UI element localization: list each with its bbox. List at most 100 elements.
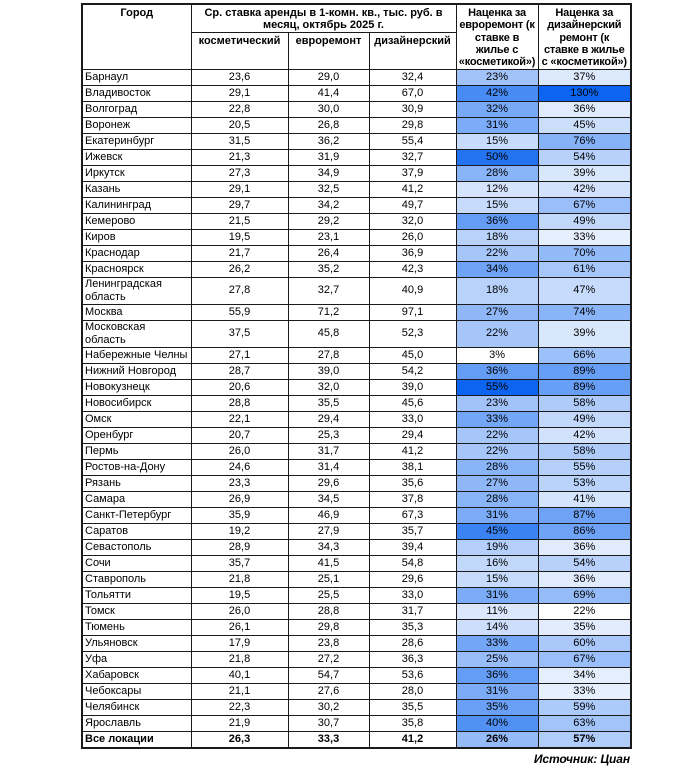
city-cell: Киров: [81, 228, 192, 246]
markup-design-cell: 130%: [537, 84, 632, 102]
rate-design-cell: 28,0: [368, 682, 457, 700]
rent-rates-table: Город Ср. ставка аренды в 1-комн. кв., т…: [81, 3, 633, 749]
rate-design-cell: 67,0: [368, 84, 457, 102]
city-cell: Красноярск: [81, 260, 192, 278]
rate-euro-cell: 41,5: [287, 554, 370, 572]
city-cell: Барнаул: [81, 68, 192, 86]
rate-cosmetic-cell: 29,1: [190, 180, 289, 198]
markup-design-cell: 55%: [537, 458, 632, 476]
city-cell: Ульяновск: [81, 634, 192, 652]
city-cell: Екатеринбург: [81, 132, 192, 150]
rate-design-cell: 37,8: [368, 490, 457, 508]
rate-design-cell: 54,2: [368, 362, 457, 380]
rate-euro-cell: 41,4: [287, 84, 370, 102]
markup-euro-cell: 15%: [455, 196, 539, 214]
rate-design-cell: 28,6: [368, 634, 457, 652]
city-cell: Владивосток: [81, 84, 192, 102]
rate-design-cell: 39,0: [368, 378, 457, 396]
markup-euro-cell: 35%: [455, 698, 539, 716]
markup-euro-cell: 45%: [455, 522, 539, 540]
rate-euro-cell: 27,2: [287, 650, 370, 668]
table-row: Омск 22,1 29,4 33,0 33% 49%: [81, 410, 632, 428]
table-row: Красноярск 26,2 35,2 42,3 34% 61%: [81, 260, 632, 278]
markup-design-cell: 49%: [537, 212, 632, 230]
city-cell: Московская область: [81, 319, 192, 348]
rate-cosmetic-cell: 26,3: [190, 730, 289, 749]
rate-design-cell: 42,3: [368, 260, 457, 278]
table-row: Волгоград 22,8 30,0 30,9 32% 36%: [81, 100, 632, 118]
markup-design-cell: 22%: [537, 602, 632, 620]
rate-euro-cell: 34,2: [287, 196, 370, 214]
rate-cosmetic-cell: 20,5: [190, 116, 289, 134]
rate-cosmetic-cell: 26,0: [190, 602, 289, 620]
rate-design-cell: 41,2: [368, 442, 457, 460]
markup-euro-cell: 18%: [455, 228, 539, 246]
rate-design-cell: 30,9: [368, 100, 457, 118]
rate-euro-cell: 32,7: [287, 276, 370, 305]
table-row: Сочи 35,7 41,5 54,8 16% 54%: [81, 554, 632, 572]
markup-euro-cell: 33%: [455, 410, 539, 428]
rate-euro-cell: 29,8: [287, 618, 370, 636]
markup-euro-cell: 36%: [455, 362, 539, 380]
rate-cosmetic-cell: 21,8: [190, 570, 289, 588]
city-cell: Тюмень: [81, 618, 192, 636]
rate-design-cell: 32,0: [368, 212, 457, 230]
markup-design-cell: 89%: [537, 362, 632, 380]
rate-design-cell: 67,3: [368, 506, 457, 524]
rate-design-cell: 39,4: [368, 538, 457, 556]
rate-design-cell: 36,9: [368, 244, 457, 262]
markup-euro-cell: 26%: [455, 730, 539, 749]
markup-euro-cell: 15%: [455, 570, 539, 588]
rate-cosmetic-cell: 22,1: [190, 410, 289, 428]
rate-cosmetic-cell: 21,8: [190, 650, 289, 668]
table-row: Казань 29,1 32,5 41,2 12% 42%: [81, 180, 632, 198]
markup-euro-cell: 22%: [455, 442, 539, 460]
header-subcol-design: дизайнерский: [368, 31, 457, 70]
table-row: Ростов-на-Дону 24,6 31,4 38,1 28% 55%: [81, 458, 632, 476]
rate-design-cell: 32,4: [368, 68, 457, 86]
markup-design-cell: 33%: [537, 228, 632, 246]
markup-euro-cell: 23%: [455, 394, 539, 412]
markup-design-cell: 37%: [537, 68, 632, 86]
table-row: Новокузнецк 20,6 32,0 39,0 55% 89%: [81, 378, 632, 396]
table-row: Барнаул 23,6 29,0 32,4 23% 37%: [81, 68, 632, 86]
rate-euro-cell: 30,0: [287, 100, 370, 118]
markup-design-cell: 36%: [537, 100, 632, 118]
rate-cosmetic-cell: 28,8: [190, 394, 289, 412]
markup-euro-cell: 19%: [455, 538, 539, 556]
markup-design-cell: 63%: [537, 714, 632, 732]
rate-euro-cell: 27,6: [287, 682, 370, 700]
city-cell: Кемерово: [81, 212, 192, 230]
rate-euro-cell: 34,9: [287, 164, 370, 182]
rate-design-cell: 26,0: [368, 228, 457, 246]
table-row: Набережные Челны 27,1 27,8 45,0 3% 66%: [81, 346, 632, 364]
city-cell: Томск: [81, 602, 192, 620]
rate-cosmetic-cell: 17,9: [190, 634, 289, 652]
city-cell: Калининград: [81, 196, 192, 214]
rate-design-cell: 29,8: [368, 116, 457, 134]
markup-euro-cell: 23%: [455, 68, 539, 86]
city-cell: Севастополь: [81, 538, 192, 556]
city-cell: Ленинградская область: [81, 276, 192, 305]
rate-design-cell: 33,0: [368, 410, 457, 428]
city-cell: Ростов-на-Дону: [81, 458, 192, 476]
rate-cosmetic-cell: 28,7: [190, 362, 289, 380]
city-cell: Ставрополь: [81, 570, 192, 588]
rate-cosmetic-cell: 22,3: [190, 698, 289, 716]
table-row: Ленинградская область 27,8 32,7 40,9 18% 47%: [81, 276, 632, 305]
markup-euro-cell: 33%: [455, 634, 539, 652]
city-cell: Сочи: [81, 554, 192, 572]
markup-design-cell: 42%: [537, 180, 632, 198]
rate-euro-cell: 25,1: [287, 570, 370, 588]
total-row: Все локации 26,3 33,3 41,2 26% 57%: [81, 730, 632, 749]
rate-cosmetic-cell: 29,1: [190, 84, 289, 102]
markup-euro-cell: 25%: [455, 650, 539, 668]
rate-euro-cell: 45,8: [287, 319, 370, 348]
rate-cosmetic-cell: 24,6: [190, 458, 289, 476]
rate-euro-cell: 31,9: [287, 148, 370, 166]
rate-design-cell: 45,0: [368, 346, 457, 364]
markup-euro-cell: 11%: [455, 602, 539, 620]
city-cell: Казань: [81, 180, 192, 198]
rate-euro-cell: 34,3: [287, 538, 370, 556]
markup-design-cell: 67%: [537, 196, 632, 214]
